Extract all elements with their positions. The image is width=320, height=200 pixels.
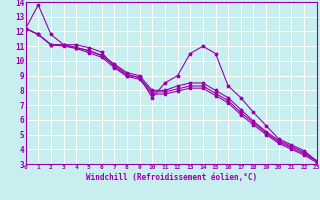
X-axis label: Windchill (Refroidissement éolien,°C): Windchill (Refroidissement éolien,°C) bbox=[86, 173, 257, 182]
